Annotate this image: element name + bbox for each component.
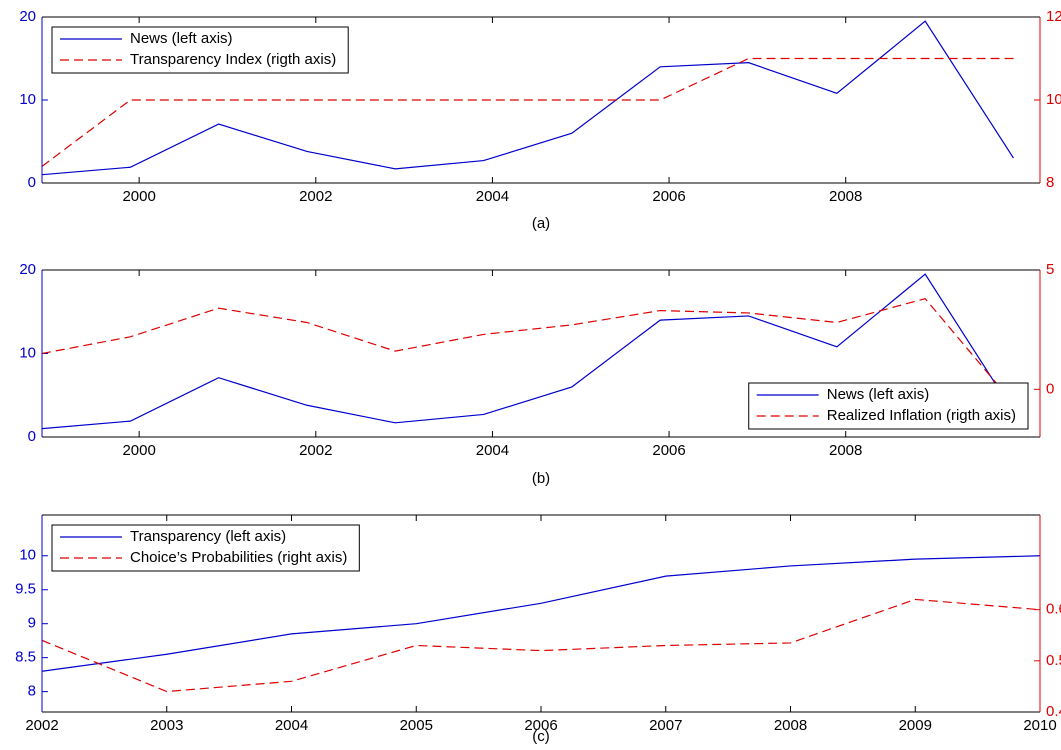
x-tick-label: 2004 [476, 442, 509, 459]
y2-tick-label: 12 [1046, 8, 1061, 25]
x-tick-label: 2003 [150, 717, 183, 734]
y-tick-label: 20 [19, 261, 36, 278]
x-tick-label: 2002 [299, 442, 332, 459]
x-tick-label: 2002 [25, 717, 58, 734]
y2-tick-label: 8 [1046, 174, 1054, 191]
legend-label: News (left axis) [130, 30, 233, 47]
y-tick-label: 9 [28, 615, 36, 632]
legend-label: Choice’s Probabilities (right axis) [130, 549, 347, 566]
series-line [42, 555, 1040, 672]
y-tick-label: 10 [19, 344, 36, 361]
y2-tick-label: 0 [1046, 380, 1054, 397]
y-tick-label: 0 [28, 174, 36, 191]
y2-tick-label: 10 [1046, 91, 1061, 108]
legend: News (left axis) Realized Inflation (rigt… [748, 382, 1029, 430]
y-tick-label: 20 [19, 8, 36, 25]
legend-box [748, 382, 1029, 430]
x-tick-label: 2004 [275, 717, 308, 734]
y-tick-label: 8 [28, 683, 36, 700]
y-tick-label: 0 [28, 428, 36, 445]
series-line [42, 273, 1015, 430]
legend-box [51, 26, 349, 74]
caption: (b) [532, 470, 550, 487]
series-line [42, 20, 1015, 176]
legend: Transparency (left axis) Choice’s Probabi… [51, 524, 360, 572]
legend-box [51, 524, 360, 572]
x-tick-label: 2005 [400, 717, 433, 734]
y-tick-label: 9.5 [15, 581, 36, 598]
y-tick-label: 8.5 [15, 649, 36, 666]
x-tick-label: 2000 [122, 188, 155, 205]
y2-tick-label: 0.4 [1046, 703, 1061, 720]
legend-label: News (left axis) [827, 386, 930, 403]
x-tick-label: 2006 [652, 442, 685, 459]
x-tick-label: 2009 [899, 717, 932, 734]
x-tick-label: 2007 [649, 717, 682, 734]
panel: 2002 2003 2004 2005 2006 2007 2008 2009 2010 8 8.5… [15, 514, 1061, 734]
x-tick-label: 2002 [299, 188, 332, 205]
y2-tick-label: 0.5 [1046, 652, 1061, 669]
series-line [42, 598, 1040, 693]
caption: (a) [532, 215, 550, 232]
y2-tick-label: 0.6 [1046, 601, 1061, 618]
x-tick-label: 2006 [524, 717, 557, 734]
caption: (c) [532, 728, 550, 745]
legend: News (left axis) Transparency Index (rigt… [51, 26, 349, 74]
legend-label: Realized Inflation (rigth axis) [827, 407, 1016, 424]
x-tick-label: 2008 [829, 188, 862, 205]
x-tick-label: 2000 [122, 442, 155, 459]
x-tick-label: 2004 [476, 188, 509, 205]
legend-label: Transparency Index (rigth axis) [130, 51, 336, 68]
series-line [42, 57, 1014, 167]
x-tick-label: 2008 [829, 442, 862, 459]
x-tick-label: 2006 [652, 188, 685, 205]
y-tick-label: 10 [19, 547, 36, 564]
x-tick-label: 2008 [774, 717, 807, 734]
legend-label: Transparency (left axis) [130, 528, 286, 545]
x-tick-label: 2010 [1023, 717, 1056, 734]
y2-tick-label: 5 [1046, 261, 1054, 278]
y-tick-label: 10 [19, 91, 36, 108]
